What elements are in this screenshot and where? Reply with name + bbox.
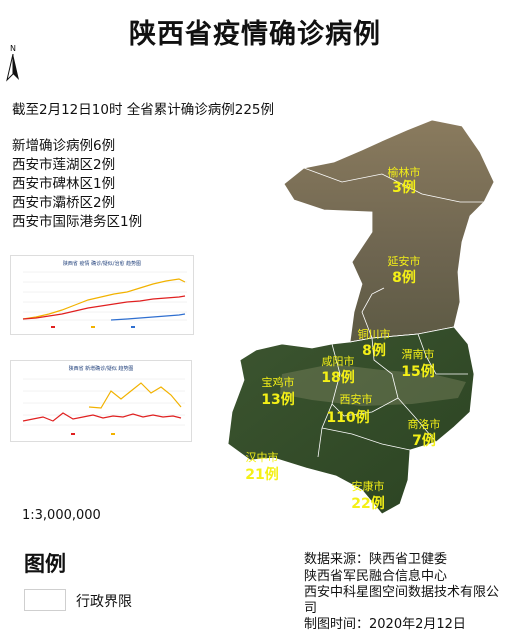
admin-boundaries <box>303 167 484 458</box>
new-cases-item: 西安市莲湖区2例 <box>12 157 116 173</box>
new-cases-item: 新增确诊病例6例 <box>12 138 116 154</box>
city-name-ankang: 安康市 <box>352 479 385 493</box>
credits: 陕西省军民融合信息中心 西安中科星图空间数据技术有限公司 制图时间：2020年2… <box>304 569 510 633</box>
north-region <box>283 119 495 343</box>
trend-chart-graphic: 陕西省 疫情 确诊/疑似/治愈 趋势图 <box>22 260 187 328</box>
new-cases-chart-title: 陕西省 新增确诊/疑似 趋势图 <box>69 365 134 372</box>
credit-line: 西安中科星图空间数据技术有限公司 <box>304 585 500 616</box>
new-cases-list: 新增确诊病例6例 西安市莲湖区2例 西安市碑林区1例 西安市灞桥区2例 西安市国… <box>12 137 142 232</box>
new-cases-chart-graphic: 陕西省 新增确诊/疑似 趋势图 <box>22 365 185 435</box>
city-count-baoji: 13例 <box>261 391 294 408</box>
north-arrow: N <box>6 44 24 84</box>
city-name-weinan: 渭南市 <box>402 347 435 361</box>
data-source: 数据来源：陕西省卫健委 <box>304 552 448 567</box>
city-name-xianyang: 咸阳市 <box>322 354 355 368</box>
map-title: 陕西省疫情确诊病例 <box>129 19 381 50</box>
wei-river-valley <box>280 364 466 406</box>
trend-chart-title: 陕西省 疫情 确诊/疑似/治愈 趋势图 <box>63 260 141 267</box>
legend-swatch <box>24 589 66 611</box>
legend-item-label: 行政界限 <box>76 594 132 610</box>
north-arrow-icon <box>6 54 19 82</box>
city-count-yulin: 3例 <box>392 179 416 196</box>
city-name-shangluo: 商洛市 <box>408 417 441 431</box>
city-name-xian: 西安市 <box>340 392 373 406</box>
city-count-tongchuan: 8例 <box>362 342 386 359</box>
legend-title: 图例 <box>24 552 66 576</box>
city-name-hanzhong: 汉中市 <box>246 450 279 464</box>
cumulative-summary: 截至2月12日10时 全省累计确诊病例225例 <box>12 102 275 118</box>
map-scale: 1:3,000,000 <box>22 508 101 523</box>
new-cases-item: 西安市国际港务区1例 <box>12 214 143 230</box>
credit-line: 制图时间：2020年2月12日 <box>304 617 466 632</box>
city-count-weinan: 15例 <box>401 363 434 380</box>
north-label: N <box>10 44 16 53</box>
new-cases-item: 西安市灞桥区2例 <box>12 195 116 211</box>
city-name-tongchuan: 铜川市 <box>358 327 391 341</box>
city-count-xianyang: 18例 <box>321 369 354 386</box>
city-count-shangluo: 7例 <box>412 432 436 449</box>
city-name-yanan: 延安市 <box>388 254 421 268</box>
shaanxi-map: 榆林市 3例 延安市 8例 铜川市 8例 咸阳市 18例 渭南市 15例 宝鸡市… <box>227 119 495 515</box>
city-name-baoji: 宝鸡市 <box>262 375 295 389</box>
city-count-xian: 110例 <box>326 409 369 426</box>
city-name-yulin: 榆林市 <box>388 165 421 179</box>
city-count-yanan: 8例 <box>392 269 416 286</box>
credit-line: 陕西省军民融合信息中心 <box>304 569 448 584</box>
new-cases-item: 西安市碑林区1例 <box>12 176 116 192</box>
city-count-hanzhong: 21例 <box>245 466 278 483</box>
city-count-ankang: 22例 <box>351 495 384 512</box>
new-cases-chart-thumbnail: 陕西省 新增确诊/疑似 趋势图 <box>10 360 192 442</box>
trend-chart-thumbnail: 陕西省 疫情 确诊/疑似/治愈 趋势图 <box>10 255 194 335</box>
